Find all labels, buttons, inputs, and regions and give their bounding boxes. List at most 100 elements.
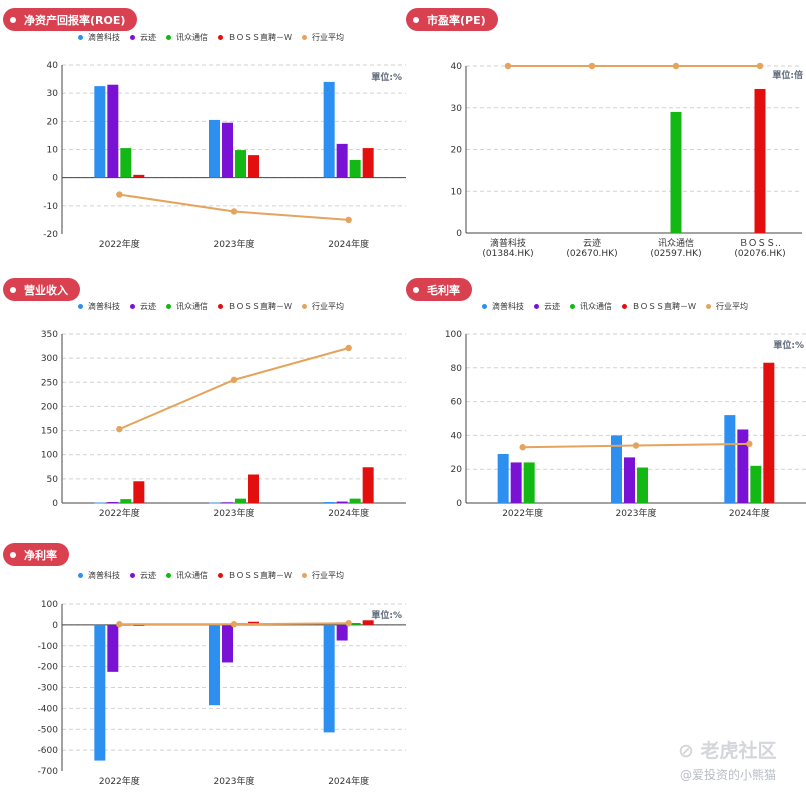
bar[interactable] [133,481,145,503]
bar[interactable] [724,415,736,503]
bar[interactable] [611,435,622,503]
chart-title: 营业收入 [24,283,68,297]
bar[interactable] [362,148,374,178]
y-tick-label: 20 [47,117,59,127]
bar[interactable] [94,624,106,761]
line-point[interactable] [230,376,238,384]
legend-item[interactable]: 滴普科技 [78,570,120,581]
line-point[interactable] [588,62,596,70]
line-point[interactable] [632,442,640,449]
legend-item[interactable]: ＢＯＳＳ直聘－Ｗ [218,570,292,581]
unit-label: 單位:% [371,71,402,83]
line-point[interactable] [345,216,352,224]
line-point[interactable] [756,62,764,70]
legend-item[interactable]: 云迹 [130,570,156,581]
legend-swatch-icon [166,35,171,40]
chart-legend[interactable]: 滴普科技 云迹 讯众通信 ＢＯＳＳ直聘－Ｗ 行业平均 [78,301,344,312]
bar[interactable] [336,501,348,503]
legend-label: 行业平均 [312,33,344,42]
line-point[interactable] [116,425,123,433]
line-point[interactable] [230,621,238,628]
line-point[interactable] [519,444,526,451]
line-point[interactable] [504,62,512,70]
legend-item[interactable]: 行业平均 [302,570,344,581]
bar[interactable] [750,465,762,503]
legend-item[interactable]: ＢＯＳＳ直聘－Ｗ [218,301,292,312]
legend-label: 滴普科技 [88,302,120,311]
bar[interactable] [362,467,374,503]
bar[interactable] [349,622,361,625]
bar[interactable] [209,119,220,178]
bar[interactable] [107,84,119,178]
legend-item[interactable]: 滴普科技 [482,301,524,312]
line-point[interactable] [116,191,123,198]
y-tick-label: 10 [47,146,59,156]
legend-item[interactable]: 云迹 [534,301,560,312]
watermark-author: @爱投资的小熊猫 [680,768,777,782]
legend-item[interactable]: 行业平均 [302,32,344,43]
legend-item[interactable]: 行业平均 [302,301,344,312]
chart-legend[interactable]: 滴普科技 云迹 讯众通信 ＢＯＳＳ直聘－Ｗ 行业平均 [78,570,344,581]
bar[interactable] [107,624,119,672]
legend-item[interactable]: 云迹 [130,301,156,312]
bar[interactable] [94,86,106,178]
legend-item[interactable]: ＢＯＳＳ直聘－Ｗ [218,32,292,43]
bar[interactable] [763,362,775,503]
y-tick-label: 60 [451,398,463,408]
legend-item[interactable]: 行业平均 [706,301,748,312]
line-point[interactable] [230,208,238,215]
bar[interactable] [235,150,246,178]
bar[interactable] [349,498,361,503]
bar[interactable] [670,111,682,233]
bar[interactable] [222,122,233,178]
line-point[interactable] [345,344,352,352]
legend-item[interactable]: 讯众通信 [570,301,612,312]
chart-legend[interactable]: 滴普科技 云迹 讯众通信 ＢＯＳＳ直聘－Ｗ 行业平均 [78,32,344,43]
bar[interactable] [362,620,374,625]
legend-item[interactable]: 讯众通信 [166,32,208,43]
bar[interactable] [737,429,749,503]
bar[interactable] [323,81,335,178]
bar[interactable] [209,502,220,504]
bar[interactable] [323,624,335,733]
x-tick-label: (02597.HK) [650,249,701,259]
bar[interactable] [209,624,220,706]
bar[interactable] [94,502,106,504]
legend-item[interactable]: 讯众通信 [166,570,208,581]
bar[interactable] [120,148,132,178]
y-tick-label: -20 [43,230,58,240]
bar[interactable] [248,155,259,178]
bar[interactable] [336,143,348,178]
bar[interactable] [637,467,648,503]
chart-legend[interactable]: 滴普科技 云迹 讯众通信 ＢＯＳＳ直聘－Ｗ 行业平均 [482,301,748,312]
bar[interactable] [235,498,246,503]
bar[interactable] [523,462,535,503]
legend-item[interactable]: 云迹 [130,32,156,43]
bar[interactable] [510,462,522,503]
chart-title: 毛利率 [427,283,460,297]
bar[interactable] [107,502,119,504]
bar[interactable] [120,499,132,503]
legend-item[interactable]: 滴普科技 [78,32,120,43]
bar[interactable] [323,502,335,504]
line-point[interactable] [116,621,123,628]
bar[interactable] [336,624,348,641]
bar[interactable] [624,457,635,503]
bar[interactable] [133,624,145,626]
legend-item[interactable]: ＢＯＳＳ直聘－Ｗ [622,301,696,312]
bar[interactable] [349,159,361,178]
bar[interactable] [754,88,766,234]
bar[interactable] [222,502,233,504]
x-tick-label: 2022年度 [502,507,543,519]
bar[interactable] [133,174,145,178]
bar[interactable] [222,624,233,663]
legend-item[interactable]: 滴普科技 [78,301,120,312]
bar[interactable] [497,453,509,503]
bar[interactable] [248,474,259,503]
legend-item[interactable]: 讯众通信 [166,301,208,312]
line-point[interactable] [672,62,680,70]
unit-label: 單位:% [371,609,402,621]
title-dot-icon [10,551,16,558]
line-point[interactable] [345,620,352,627]
line-point[interactable] [746,440,753,448]
